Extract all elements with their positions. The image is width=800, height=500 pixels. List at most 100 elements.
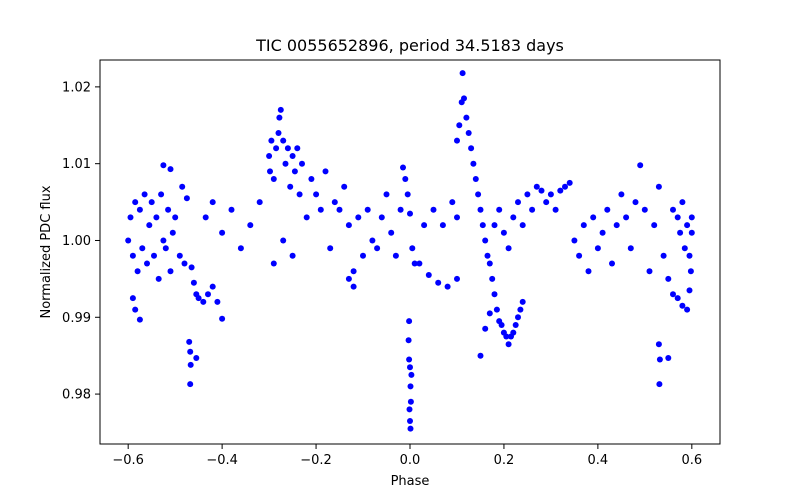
- data-point: [228, 206, 235, 213]
- data-point: [345, 275, 352, 282]
- data-point: [331, 199, 338, 206]
- data-point: [665, 275, 672, 282]
- data-point: [660, 252, 667, 259]
- chart-title: TIC 0055652896, period 34.5183 days: [255, 36, 564, 55]
- data-point: [188, 264, 195, 271]
- data-point: [350, 283, 357, 290]
- data-point: [165, 206, 172, 213]
- data-point: [491, 222, 498, 229]
- data-point: [273, 145, 280, 152]
- x-tick-label: −0.6: [112, 453, 144, 468]
- data-point: [350, 268, 357, 275]
- data-point: [674, 295, 681, 302]
- data-point: [153, 214, 160, 221]
- data-point: [183, 195, 190, 202]
- data-point: [641, 206, 648, 213]
- data-point: [160, 237, 167, 244]
- data-point: [127, 214, 134, 221]
- data-point: [459, 70, 466, 77]
- data-point: [470, 160, 477, 167]
- data-point: [193, 355, 200, 361]
- x-tick-label: −0.2: [300, 453, 332, 468]
- data-point: [557, 187, 564, 194]
- data-point: [327, 245, 334, 252]
- data-point: [176, 252, 183, 259]
- data-point: [181, 260, 188, 267]
- data-point: [287, 183, 294, 190]
- data-point: [407, 418, 413, 424]
- data-point: [505, 245, 512, 252]
- data-point: [219, 229, 226, 236]
- x-tick-label: 0.6: [681, 453, 702, 468]
- data-point: [187, 348, 194, 355]
- data-point: [477, 352, 484, 359]
- data-point: [407, 425, 414, 432]
- x-tick-label: 0.0: [400, 453, 421, 468]
- data-point: [291, 168, 298, 175]
- data-point: [136, 316, 143, 323]
- data-point: [510, 329, 517, 336]
- data-point: [674, 214, 681, 221]
- data-point: [505, 341, 512, 348]
- data-point: [209, 283, 216, 290]
- data-point: [670, 206, 676, 213]
- data-point: [618, 191, 625, 198]
- data-point: [686, 287, 693, 294]
- data-point: [613, 222, 620, 229]
- data-point: [655, 341, 662, 348]
- data-point: [270, 260, 277, 267]
- data-point: [491, 291, 498, 298]
- data-point: [139, 245, 146, 252]
- data-point: [202, 214, 209, 221]
- data-point: [677, 229, 684, 236]
- data-point: [651, 222, 658, 229]
- data-point: [594, 245, 601, 252]
- data-point: [289, 252, 296, 259]
- data-point: [408, 371, 415, 378]
- data-point: [444, 283, 451, 290]
- data-point: [510, 214, 517, 221]
- data-point: [543, 199, 550, 206]
- data-point: [590, 214, 597, 221]
- data-point: [515, 199, 521, 206]
- x-tick-label: 0.2: [494, 453, 515, 468]
- data-point: [407, 383, 414, 390]
- data-point: [299, 160, 305, 167]
- data-point: [475, 191, 482, 198]
- data-point: [496, 206, 503, 213]
- data-point: [407, 398, 414, 405]
- data-point: [454, 137, 460, 144]
- data-point: [688, 214, 695, 221]
- x-axis-ticks: −0.6 −0.4 −0.2 0.0 0.2 0.4 0.6: [112, 444, 702, 468]
- data-point: [646, 268, 653, 275]
- data-point: [190, 279, 197, 286]
- y-axis-ticks: 0.98 0.99 1.00 1.01 1.02: [62, 80, 100, 403]
- data-point: [148, 199, 155, 206]
- data-point: [276, 114, 283, 121]
- data-point: [623, 214, 630, 221]
- data-point: [604, 206, 611, 213]
- data-point: [686, 252, 693, 259]
- data-point: [374, 245, 381, 252]
- data-point: [580, 222, 587, 229]
- data-point: [369, 237, 376, 244]
- data-point: [296, 191, 303, 198]
- data-point: [524, 191, 531, 198]
- data-point: [129, 252, 136, 259]
- data-point: [409, 245, 416, 252]
- data-point: [360, 252, 366, 259]
- data-point: [400, 164, 406, 171]
- data-point: [482, 237, 489, 244]
- y-axis-label: Normalized PDC flux: [39, 185, 54, 318]
- data-point: [132, 199, 139, 206]
- data-point: [529, 206, 536, 213]
- data-point: [656, 381, 663, 388]
- data-point: [632, 199, 639, 206]
- scatter-points: [125, 70, 695, 432]
- data-point: [125, 237, 132, 244]
- data-point: [503, 333, 510, 340]
- data-point: [378, 214, 385, 221]
- data-point: [407, 210, 413, 217]
